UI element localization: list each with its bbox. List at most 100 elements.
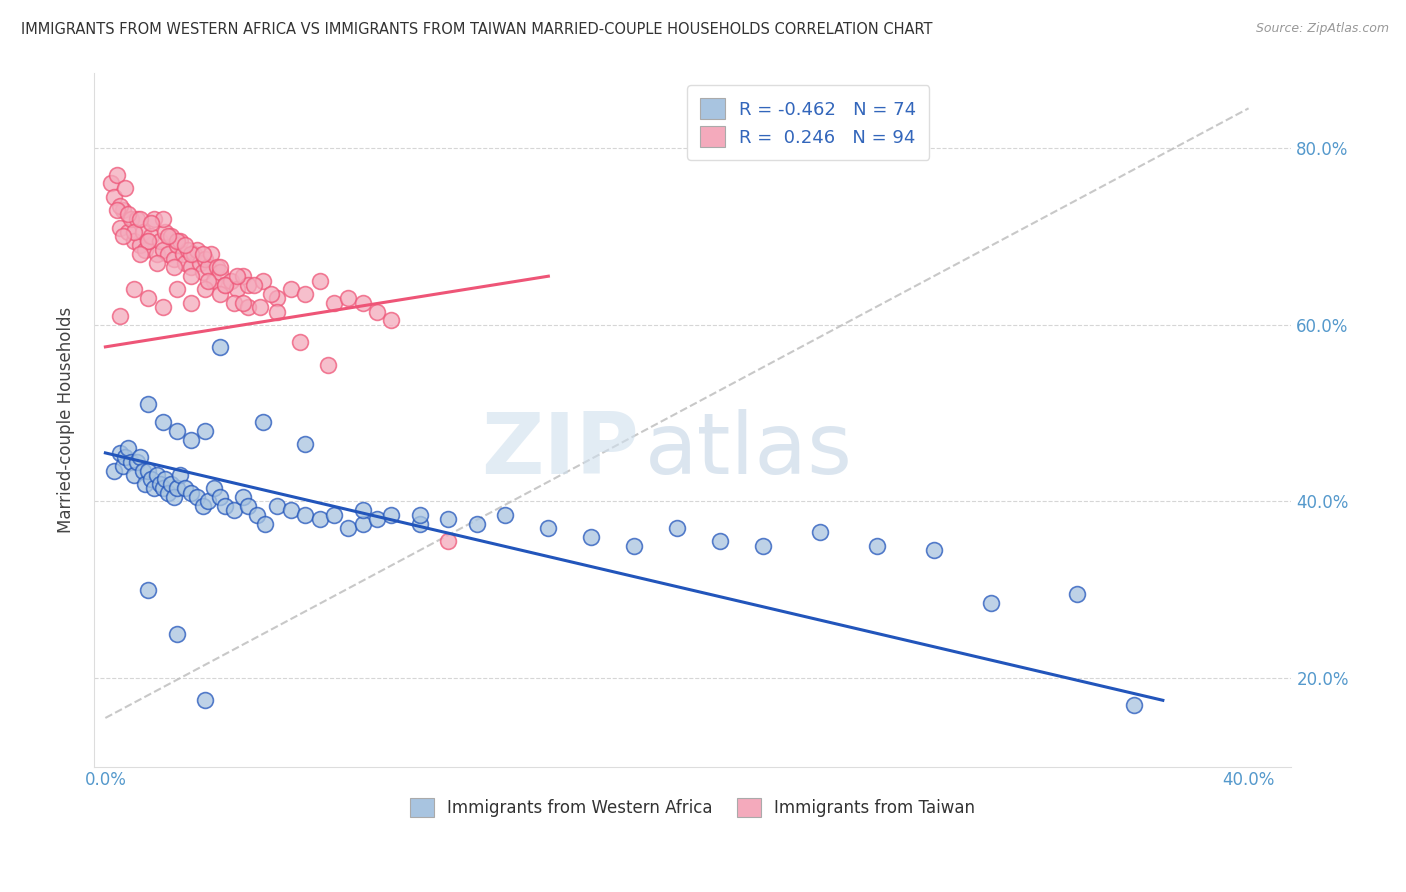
Point	[136, 397, 159, 411]
Point	[134, 476, 156, 491]
Point	[128, 211, 150, 226]
Point	[122, 468, 145, 483]
Point	[200, 247, 222, 261]
Point	[202, 274, 225, 288]
Point	[155, 225, 177, 239]
Point	[128, 247, 150, 261]
Point	[152, 415, 174, 429]
Point	[243, 278, 266, 293]
Point	[125, 455, 148, 469]
Point	[120, 211, 142, 226]
Point	[246, 508, 269, 522]
Point	[122, 234, 145, 248]
Point	[166, 282, 188, 296]
Point	[194, 693, 217, 707]
Point	[352, 503, 374, 517]
Point	[219, 274, 242, 288]
Point	[980, 596, 1002, 610]
Point	[166, 238, 188, 252]
Point	[294, 437, 316, 451]
Y-axis label: Married-couple Households: Married-couple Households	[58, 307, 75, 533]
Point	[172, 247, 194, 261]
Point	[249, 300, 271, 314]
Point	[105, 202, 128, 217]
Point	[232, 295, 254, 310]
Point	[139, 472, 162, 486]
Point	[260, 286, 283, 301]
Point	[197, 494, 219, 508]
Point	[316, 358, 339, 372]
Point	[117, 207, 139, 221]
Point	[117, 442, 139, 456]
Point	[208, 340, 231, 354]
Point	[149, 476, 172, 491]
Point	[214, 278, 236, 293]
Point	[146, 247, 169, 261]
Point	[465, 516, 488, 531]
Point	[197, 274, 219, 288]
Point	[169, 234, 191, 248]
Point	[232, 269, 254, 284]
Point	[709, 534, 731, 549]
Point	[191, 499, 214, 513]
Point	[136, 291, 159, 305]
Point	[238, 278, 260, 293]
Point	[166, 234, 188, 248]
Point	[366, 304, 388, 318]
Point	[120, 455, 142, 469]
Point	[139, 216, 162, 230]
Point	[108, 198, 131, 212]
Point	[131, 225, 153, 239]
Point	[136, 234, 159, 248]
Point	[125, 211, 148, 226]
Point	[581, 530, 603, 544]
Point	[191, 247, 214, 261]
Point	[1123, 698, 1146, 712]
Point	[214, 499, 236, 513]
Point	[157, 229, 180, 244]
Point	[180, 295, 202, 310]
Point	[136, 582, 159, 597]
Point	[537, 521, 560, 535]
Point	[131, 464, 153, 478]
Point	[122, 282, 145, 296]
Point	[180, 247, 202, 261]
Point	[323, 295, 346, 310]
Point	[208, 490, 231, 504]
Point	[146, 256, 169, 270]
Text: IMMIGRANTS FROM WESTERN AFRICA VS IMMIGRANTS FROM TAIWAN MARRIED-COUPLE HOUSEHOL: IMMIGRANTS FROM WESTERN AFRICA VS IMMIGR…	[21, 22, 932, 37]
Point	[163, 252, 186, 266]
Point	[202, 481, 225, 495]
Point	[437, 534, 460, 549]
Point	[128, 238, 150, 252]
Point	[922, 543, 945, 558]
Point	[117, 225, 139, 239]
Point	[288, 335, 311, 350]
Point	[252, 415, 274, 429]
Point	[180, 260, 202, 275]
Point	[157, 247, 180, 261]
Point	[134, 243, 156, 257]
Point	[380, 313, 402, 327]
Point	[152, 300, 174, 314]
Point	[294, 508, 316, 522]
Point	[136, 234, 159, 248]
Point	[352, 295, 374, 310]
Point	[160, 229, 183, 244]
Point	[152, 481, 174, 495]
Point	[191, 265, 214, 279]
Point	[186, 490, 208, 504]
Point	[103, 464, 125, 478]
Point	[437, 512, 460, 526]
Point	[294, 286, 316, 301]
Point	[495, 508, 517, 522]
Point	[157, 485, 180, 500]
Point	[108, 446, 131, 460]
Point	[108, 309, 131, 323]
Text: ZIP: ZIP	[481, 409, 638, 492]
Point	[183, 247, 205, 261]
Point	[105, 168, 128, 182]
Point	[1066, 587, 1088, 601]
Point	[174, 481, 197, 495]
Point	[180, 433, 202, 447]
